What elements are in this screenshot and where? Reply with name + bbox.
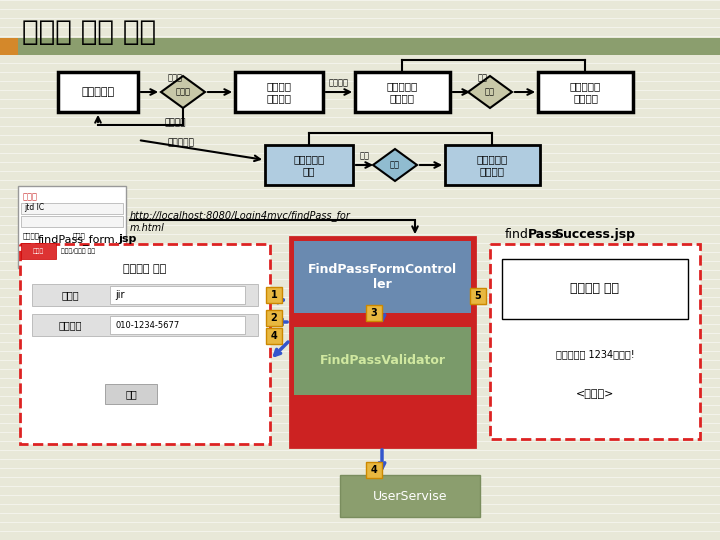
Text: 아이디찾기: 아이디찾기 xyxy=(168,138,195,147)
FancyBboxPatch shape xyxy=(294,241,471,313)
Text: 확인: 확인 xyxy=(125,389,137,399)
Text: <로그인>: <로그인> xyxy=(576,389,614,399)
Text: findPass_form.: findPass_form. xyxy=(38,234,120,245)
FancyBboxPatch shape xyxy=(21,243,56,259)
Text: 로그아웃: 로그아웃 xyxy=(164,118,186,127)
FancyBboxPatch shape xyxy=(235,72,323,112)
Text: 2: 2 xyxy=(271,313,277,323)
FancyBboxPatch shape xyxy=(0,38,720,55)
Text: 로그는: 로그는 xyxy=(73,233,86,239)
Text: 확인: 확인 xyxy=(360,151,370,160)
FancyBboxPatch shape xyxy=(58,72,138,112)
FancyBboxPatch shape xyxy=(20,244,270,444)
Text: 아이디: 아이디 xyxy=(61,290,78,300)
FancyBboxPatch shape xyxy=(290,237,475,447)
Text: 4: 4 xyxy=(371,465,377,475)
FancyBboxPatch shape xyxy=(18,186,126,268)
FancyBboxPatch shape xyxy=(110,316,245,334)
FancyBboxPatch shape xyxy=(0,38,18,55)
Text: 사용자정보
수정화면: 사용자정보 수정화면 xyxy=(387,81,418,103)
Text: FindPassValidator: FindPassValidator xyxy=(320,354,446,368)
FancyBboxPatch shape xyxy=(294,327,471,395)
Text: FindPassFormControl
ler: FindPassFormControl ler xyxy=(308,263,457,291)
FancyBboxPatch shape xyxy=(502,259,688,319)
Text: jir: jir xyxy=(115,290,125,300)
Polygon shape xyxy=(468,76,512,108)
FancyBboxPatch shape xyxy=(265,145,353,185)
Text: 4: 4 xyxy=(271,331,277,341)
Text: 전화번호: 전화번호 xyxy=(58,320,82,330)
Text: 아이디찾기
결과화면: 아이디찾기 결과화면 xyxy=(477,154,508,176)
Text: 패스워드 찾기: 패스워드 찾기 xyxy=(570,282,619,295)
Text: 확인: 확인 xyxy=(478,73,488,82)
Text: Pass: Pass xyxy=(528,228,560,241)
FancyBboxPatch shape xyxy=(266,328,282,344)
Text: 5: 5 xyxy=(474,291,482,301)
Text: 확인인: 확인인 xyxy=(33,248,44,254)
FancyBboxPatch shape xyxy=(340,475,480,517)
Text: 로그인: 로그인 xyxy=(176,87,191,97)
Text: ㅅ내ㅁ모: ㅅ내ㅁ모 xyxy=(23,233,40,239)
FancyBboxPatch shape xyxy=(32,284,258,306)
Polygon shape xyxy=(161,76,205,108)
FancyBboxPatch shape xyxy=(266,287,282,303)
Text: 정보수정: 정보수정 xyxy=(329,78,349,87)
FancyBboxPatch shape xyxy=(355,72,450,112)
Text: 사용자정보
보기화면: 사용자정보 보기화면 xyxy=(570,81,601,103)
FancyBboxPatch shape xyxy=(32,314,258,336)
Text: 패스워드 찾기: 패스워드 찾기 xyxy=(123,264,166,274)
Text: 1: 1 xyxy=(271,290,277,300)
Text: 확인: 확인 xyxy=(485,87,495,97)
FancyBboxPatch shape xyxy=(366,462,382,478)
Text: UserServise: UserServise xyxy=(373,489,447,503)
FancyBboxPatch shape xyxy=(266,310,282,326)
Text: Success.jsp: Success.jsp xyxy=(554,228,635,241)
FancyBboxPatch shape xyxy=(21,216,123,227)
Text: 로그인: 로그인 xyxy=(168,73,182,82)
Text: find: find xyxy=(505,228,529,241)
FancyBboxPatch shape xyxy=(445,145,540,185)
FancyBboxPatch shape xyxy=(21,203,123,214)
FancyBboxPatch shape xyxy=(110,286,245,304)
Text: 사용자별
메인화면: 사용자별 메인화면 xyxy=(266,81,292,103)
Text: 로그대: 로그대 xyxy=(23,192,38,201)
Polygon shape xyxy=(373,149,417,181)
Text: 확인: 확인 xyxy=(390,160,400,170)
Text: 3: 3 xyxy=(371,308,377,318)
Text: 사용자 정보 수정: 사용자 정보 수정 xyxy=(22,18,156,46)
Text: jtd IC: jtd IC xyxy=(24,204,44,213)
FancyBboxPatch shape xyxy=(366,305,382,321)
Text: jsp: jsp xyxy=(118,234,136,244)
Text: 비밀번호는 1234기시다!: 비밀번호는 1234기시다! xyxy=(556,349,634,359)
Text: 아이디찾기
화면: 아이디찾기 화면 xyxy=(293,154,325,176)
FancyBboxPatch shape xyxy=(105,384,157,404)
Text: 010-1234-5677: 010-1234-5677 xyxy=(115,321,179,329)
FancyBboxPatch shape xyxy=(538,72,633,112)
FancyBboxPatch shape xyxy=(490,244,700,439)
FancyBboxPatch shape xyxy=(470,288,486,304)
Text: 로그인화면: 로그인화면 xyxy=(81,87,114,97)
Text: http://localhost:8080/Login4mvc/findPass_for
m.html: http://localhost:8080/Login4mvc/findPass… xyxy=(130,210,351,233)
Text: 아이디/비밀호 찾기: 아이디/비밀호 찾기 xyxy=(61,248,95,254)
